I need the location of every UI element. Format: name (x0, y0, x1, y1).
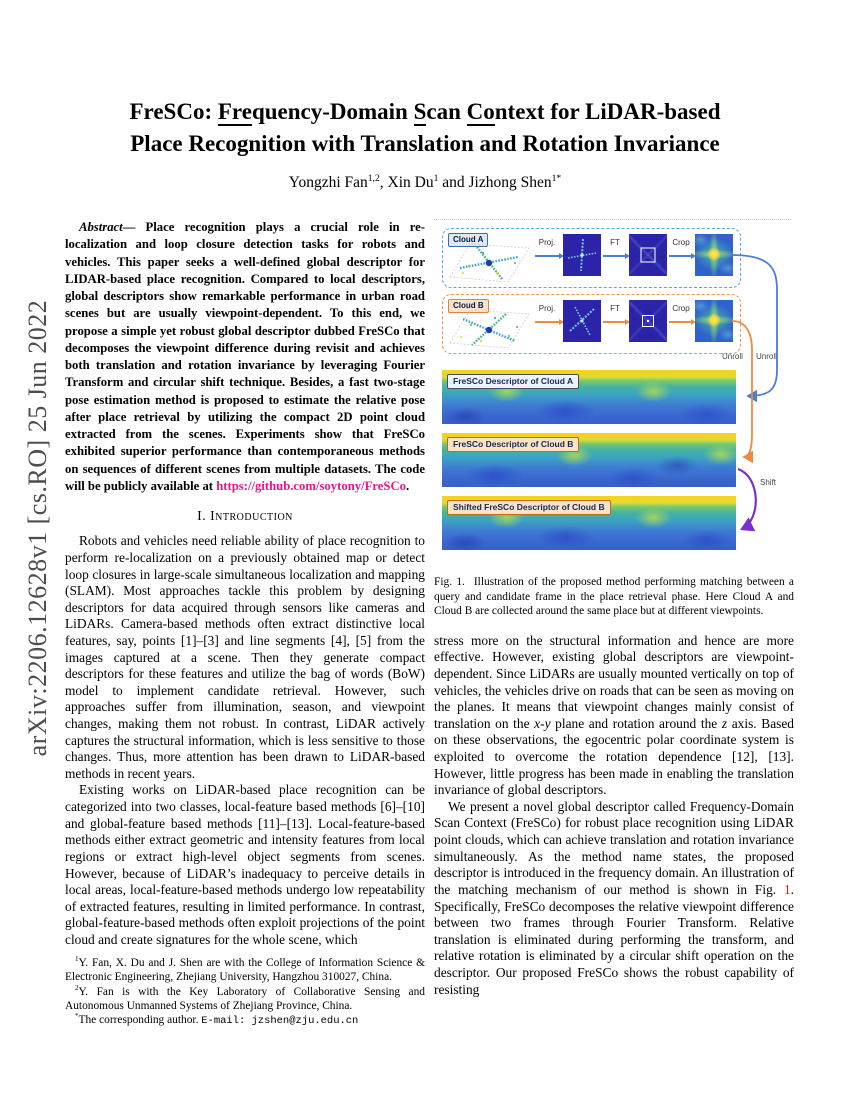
email-link[interactable]: E-mail: jzshen@zju.edu.cn (201, 1015, 359, 1028)
ft-image-a (629, 234, 667, 276)
proj-arrow-a (535, 253, 564, 258)
abstract: Abstract— Place recognition plays a cruc… (65, 220, 425, 493)
cloud-a-pipeline: Cloud A Proj. (442, 228, 741, 288)
ft-crop-window-b (642, 315, 654, 327)
crop-label-a: Crop (672, 238, 690, 247)
ft-arrow-b (603, 319, 630, 324)
crop-arrow-a (669, 253, 696, 258)
crop-image-a (695, 234, 733, 276)
descriptor-strip-cloud-b-shifted: Shifted FreSCo Descriptor of Cloud B (442, 496, 736, 550)
unroll-label-b: Unroll (722, 352, 743, 361)
proj-label-a: Proj. (538, 238, 556, 247)
ft-label-b: FT (610, 304, 620, 313)
unroll-path-b (731, 320, 754, 464)
ft-label-a: FT (610, 238, 620, 247)
paper-title-line1: FreSCo: Frequency-Domain Scan Context fo… (129, 99, 721, 126)
unroll-path-a (731, 254, 778, 403)
paper-title: FreSCo: Frequency-Domain Scan Context fo… (70, 96, 780, 160)
section-heading-introduction: I. Introduction (197, 508, 293, 524)
cloud-b-label: Cloud B (448, 299, 489, 313)
ft-image-b (629, 300, 667, 342)
projection-pattern-b (569, 306, 595, 336)
ft-rays-a (629, 234, 667, 276)
col2-paragraph-2: We present a novel global descriptor cal… (434, 798, 794, 997)
paper-title-line2: Place Recognition with Translation and R… (130, 131, 720, 157)
intro-paragraph-1: Robots and vehicles need reliable abilit… (65, 533, 425, 781)
descriptor-strip-b-label: FreSCo Descriptor of Cloud B (447, 437, 580, 452)
footnote-affiliation-2: 2Y. Fan is with the Key Laboratory of Co… (65, 983, 425, 1013)
ft-center-dot-b (647, 320, 649, 322)
descriptor-strip-a-label: FreSCo Descriptor of Cloud A (447, 374, 580, 389)
github-link[interactable]: https://github.com/soytony/FreSCo (216, 478, 406, 493)
ft-arrow-a (603, 253, 630, 258)
cloud-a-label: Cloud A (448, 233, 489, 247)
figure-1: Cloud A Proj. (434, 218, 793, 563)
projection-pattern-a (567, 238, 597, 272)
shift-label: Shift (760, 478, 777, 487)
shift-path (737, 467, 757, 532)
figure-top-rule (434, 219, 791, 220)
right-column: Cloud A Proj. (434, 218, 794, 998)
intro-paragraph-2: Existing works on LiDAR-based place reco… (65, 782, 425, 947)
cloud-b-pipeline: Cloud B Proj. (442, 294, 741, 354)
descriptor-strip-cloud-b: FreSCo Descriptor of Cloud B (442, 433, 736, 487)
descriptor-strip-b-shifted-label: Shifted FreSCo Descriptor of Cloud B (447, 500, 611, 515)
cloud-b-pointcloud (449, 309, 530, 349)
footnote-affiliation-1: 1Y. Fan, X. Du and J. Shen are with the … (65, 955, 425, 984)
col2-paragraph-1: stress more on the structural informatio… (434, 632, 794, 798)
arxiv-banner: arXiv:2206.12628v1 [cs.RO] 25 Jun 2022 (23, 299, 52, 757)
figure-1-caption: Fig. 1. Illustration of the proposed meth… (434, 576, 794, 618)
crop-arrow-b (669, 319, 696, 324)
fig1-ref[interactable]: 1 (783, 881, 791, 897)
projection-image-b (563, 300, 601, 342)
descriptor-strip-cloud-a: FreSCo Descriptor of Cloud A (442, 370, 736, 424)
footnote-corresponding-author: *The corresponding author. E-mail: jzshe… (75, 1012, 359, 1028)
footnotes: 1Y. Fan, X. Du and J. Shen are with the … (65, 956, 425, 1029)
connector-arrows (731, 254, 778, 532)
proj-arrow-b (535, 319, 564, 324)
unroll-label-a: Unroll (756, 352, 777, 361)
crop-label-b: Crop (672, 304, 690, 313)
left-column: Abstract— Place recognition plays a cruc… (65, 219, 425, 949)
cloud-a-pointcloud (449, 243, 530, 283)
crop-image-b (695, 300, 733, 342)
proj-label-b: Proj. (538, 304, 556, 313)
authors-line: Yongzhi Fan1,2, Xin Du1 and Jizhong Shen… (288, 172, 562, 191)
projection-image-a (563, 234, 601, 276)
ft-crop-window-a (640, 247, 656, 263)
